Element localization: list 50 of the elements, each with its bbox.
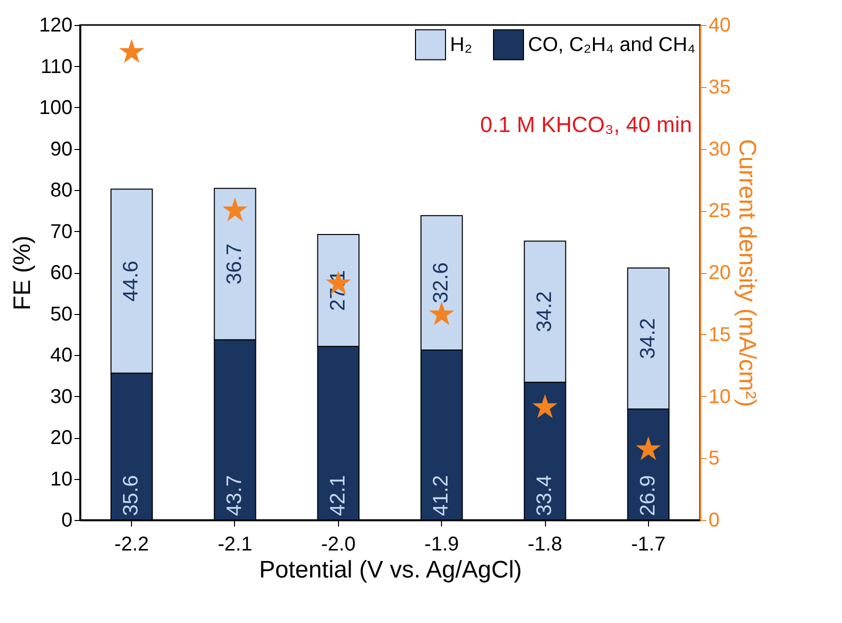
y-tick-label: 10 [50,468,72,490]
y-axis-title: FE (%) [9,236,36,310]
y-tick-label: 20 [50,427,72,449]
point [532,394,558,418]
data-label: 36.7 [223,244,246,284]
y-tick-label: 80 [50,180,72,202]
x-tick-label: -1.7 [631,534,666,556]
y-tick-label: 120 [39,14,72,36]
y-tick-label: 90 [50,138,72,160]
y2-tick-label: 30 [708,138,731,160]
data-label: 35.6 [120,475,143,516]
y-tick-label: 0 [61,510,72,532]
y-tick-label: 70 [50,220,72,243]
data-label: 34.2 [636,318,660,359]
data-label: 41.2 [430,475,453,516]
y2-tick-label: 5 [708,448,720,470]
y-tick-label: 40 [50,344,72,366]
x-tick-label: -2.0 [321,534,356,556]
legend-label: H₂ [450,34,472,56]
data-label: 26.9 [636,475,660,516]
x-tick-label: -1.9 [424,534,459,556]
y-tick-label: 110 [40,56,72,78]
legend-label: CO, C₂H₄ and CH₄ [528,34,696,56]
y-tick-label: 100 [39,97,72,119]
data-label: 42.1 [326,475,350,516]
y2-tick-label: 25 [708,200,731,222]
point [222,197,248,222]
y2-tick-label: 10 [708,386,731,408]
x-tick-label: -1.8 [528,534,562,556]
data-label: 32.6 [430,262,453,304]
data-label: 43.7 [223,475,246,516]
data-label: 44.6 [120,260,143,302]
y2-tick-label: 35 [708,76,731,98]
x-axis-title: Potential (V vs. Ag/AgCl) [259,556,522,584]
data-label: 34.2 [533,291,556,332]
y2-tick-label: 0 [708,510,720,532]
point [119,38,144,63]
x-tick-label: -2.1 [218,534,252,556]
y-tick-label: 30 [50,386,72,408]
y2-tick-label: 40 [708,14,731,36]
annotation: 0.1 M KHCO₃, 40 min [480,112,692,137]
y2-axis-title: Current density (mA/cm²) [734,138,761,408]
data-label: 33.4 [533,474,556,516]
y-tick-label: 60 [50,262,72,284]
x-tick-label: -2.2 [114,534,149,556]
y-tick-label: 50 [50,303,72,326]
y2-tick-label: 15 [708,324,731,346]
y2-tick-label: 20 [708,262,731,284]
point [429,301,454,326]
point [636,436,661,460]
